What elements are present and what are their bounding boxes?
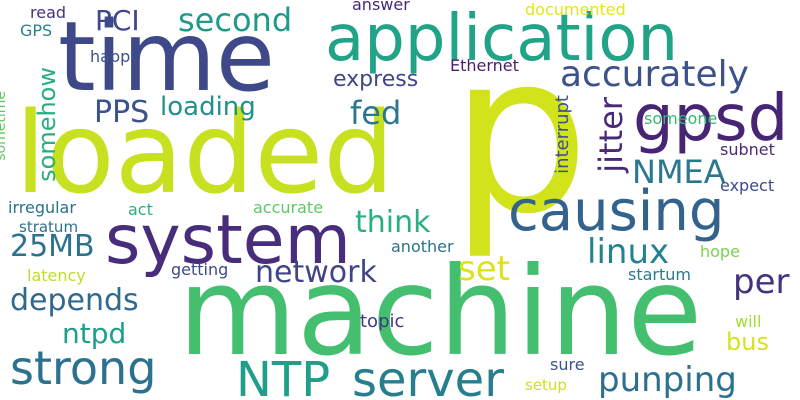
word-subnet: subnet bbox=[720, 140, 775, 159]
word-will: will bbox=[735, 312, 761, 331]
word-think: think bbox=[355, 205, 431, 240]
word-accurate: accurate bbox=[253, 198, 323, 217]
word-fed: fed bbox=[350, 94, 401, 132]
word-depends: depends bbox=[10, 283, 139, 318]
word-strong: strong bbox=[10, 341, 156, 395]
word-system: system bbox=[105, 201, 351, 280]
word-hope: hope bbox=[700, 242, 740, 261]
word-ntpd: ntpd bbox=[62, 317, 126, 350]
word-sure: sure bbox=[550, 355, 585, 374]
word-25mb: 25MB bbox=[10, 229, 95, 264]
word-pps: PPS bbox=[94, 95, 149, 130]
word-getting: getting bbox=[171, 260, 228, 279]
word-causing: causing bbox=[508, 179, 724, 244]
word-linux: linux bbox=[587, 232, 669, 272]
word-accurately: accurately bbox=[560, 54, 749, 95]
word-read: read bbox=[30, 3, 66, 22]
word-answer: answer bbox=[352, 0, 410, 14]
word-startum: startum bbox=[628, 265, 691, 284]
word-per: per bbox=[733, 262, 790, 302]
word-express: express bbox=[333, 67, 418, 92]
word-application: application bbox=[325, 2, 678, 76]
word-set: set bbox=[458, 249, 510, 289]
word-somehow: somehow bbox=[33, 67, 61, 182]
word-bus: bus bbox=[726, 328, 769, 356]
word-nmea: NMEA bbox=[632, 153, 726, 191]
word-happy: happy bbox=[90, 47, 140, 66]
word-ethernet: Ethernet bbox=[450, 56, 519, 75]
word-network: network bbox=[255, 255, 377, 290]
word-ntp: NTP bbox=[236, 352, 330, 400]
word-time: time bbox=[58, 1, 275, 113]
word-expect: expect bbox=[720, 176, 774, 195]
word-sometime: sometime bbox=[0, 91, 9, 161]
word-another: another bbox=[391, 237, 454, 256]
word-server: server bbox=[352, 352, 504, 400]
word-second: second bbox=[178, 1, 292, 39]
word-documented: documented bbox=[525, 0, 626, 19]
word-act: act bbox=[128, 200, 153, 219]
word-irregular: irregular bbox=[8, 198, 76, 217]
word-p: p bbox=[450, 6, 590, 262]
word-someone: someone bbox=[644, 109, 717, 128]
word-punping: punping bbox=[598, 360, 737, 400]
word-pci: PCI bbox=[95, 4, 140, 37]
word-gpsd: gpsd bbox=[633, 82, 788, 156]
word-gps: GPS bbox=[20, 21, 52, 40]
word-latency: latency bbox=[27, 266, 86, 285]
word-topic: topic bbox=[360, 311, 404, 332]
word-machine: machine bbox=[178, 241, 702, 383]
word-stratum: stratum bbox=[19, 218, 78, 236]
word-jitter: jitter bbox=[592, 96, 630, 174]
word-setup: setup bbox=[525, 376, 567, 394]
word-interrupt: interrupt bbox=[552, 95, 573, 174]
word-loaded: loaded bbox=[15, 89, 394, 219]
word-loading: loading bbox=[160, 92, 256, 122]
